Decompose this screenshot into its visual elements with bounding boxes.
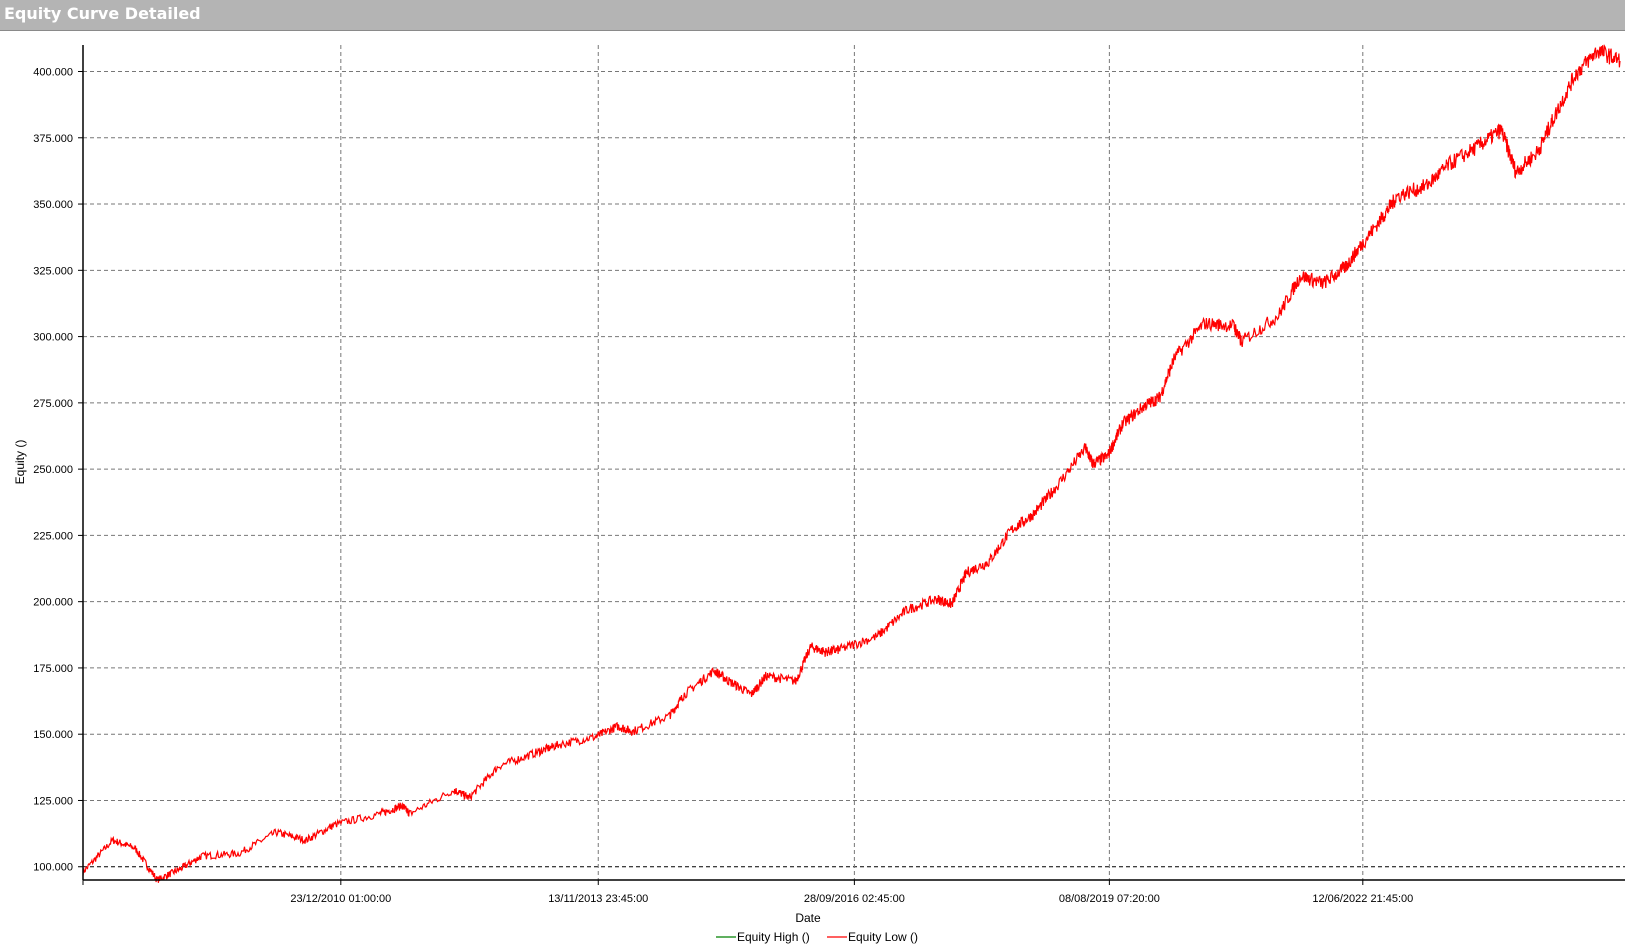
x-tick-label: 23/12/2010 01:00:00 — [290, 893, 391, 905]
y-tick-label: 300.000 — [33, 332, 73, 344]
window-title: Equity Curve Detailed — [4, 4, 201, 23]
grid — [83, 45, 1625, 880]
y-tick-label: 125.000 — [33, 795, 73, 807]
axes: 100.000 125.000 150.000 175.000 200.000 225.0… — [33, 45, 1625, 905]
x-tick-label: 12/06/2022 21:45:00 — [1312, 893, 1413, 905]
legend-label-equity-low: Equity Low () — [848, 930, 918, 944]
y-tick-label: 225.000 — [33, 530, 73, 542]
x-tick-label: 28/09/2016 02:45:00 — [804, 893, 905, 905]
y-axis-label: Equity () — [13, 440, 27, 485]
y-tick-label: 200.000 — [33, 597, 73, 609]
legend: Equity High () Equity Low () — [716, 930, 918, 944]
y-tick-label: 375.000 — [33, 133, 73, 145]
y-tick-label: 275.000 — [33, 398, 73, 410]
x-axis-label: Date — [795, 911, 821, 925]
y-tick-label: 175.000 — [33, 663, 73, 675]
y-tick-label: 325.000 — [33, 265, 73, 277]
y-tick-label: 400.000 — [33, 67, 73, 79]
y-tick-label: 150.000 — [33, 729, 73, 741]
x-tick-label: 08/08/2019 07:20:00 — [1059, 893, 1160, 905]
y-tick-label: 250.000 — [33, 464, 73, 476]
legend-label-equity-high: Equity High () — [737, 930, 810, 944]
y-tick-label: 350.000 — [33, 199, 73, 211]
window-title-bar: Equity Curve Detailed — [0, 0, 1625, 31]
x-tick-label: 13/11/2013 23:45:00 — [548, 893, 648, 905]
series-line-equity-low — [82, 44, 1621, 883]
series-layer — [82, 44, 1621, 883]
y-tick-label: 100.000 — [33, 862, 73, 874]
